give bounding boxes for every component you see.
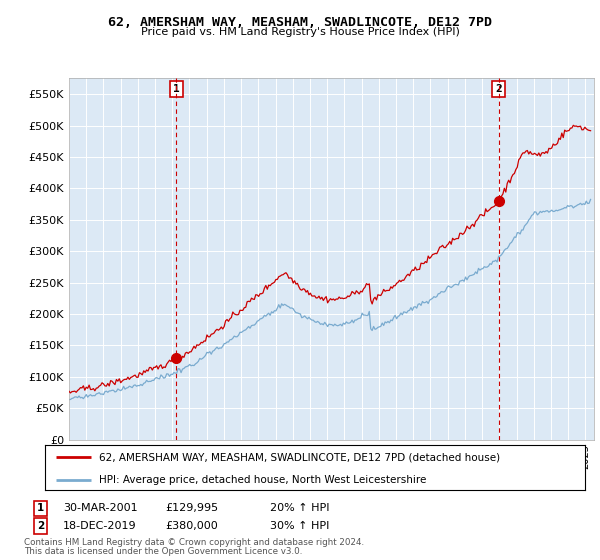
Text: Price paid vs. HM Land Registry's House Price Index (HPI): Price paid vs. HM Land Registry's House … [140,27,460,37]
Text: HPI: Average price, detached house, North West Leicestershire: HPI: Average price, detached house, Nort… [99,475,427,485]
Text: 30-MAR-2001: 30-MAR-2001 [63,503,137,514]
Text: 30% ↑ HPI: 30% ↑ HPI [270,521,329,531]
Text: 1: 1 [173,84,180,94]
Text: £380,000: £380,000 [165,521,218,531]
Text: This data is licensed under the Open Government Licence v3.0.: This data is licensed under the Open Gov… [24,548,302,557]
Text: 62, AMERSHAM WAY, MEASHAM, SWADLINCOTE, DE12 7PD: 62, AMERSHAM WAY, MEASHAM, SWADLINCOTE, … [108,16,492,29]
Text: Contains HM Land Registry data © Crown copyright and database right 2024.: Contains HM Land Registry data © Crown c… [24,539,364,548]
Text: 2: 2 [496,84,502,94]
Text: £129,995: £129,995 [165,503,218,514]
Text: 20% ↑ HPI: 20% ↑ HPI [270,503,329,514]
Text: 18-DEC-2019: 18-DEC-2019 [63,521,137,531]
Text: 62, AMERSHAM WAY, MEASHAM, SWADLINCOTE, DE12 7PD (detached house): 62, AMERSHAM WAY, MEASHAM, SWADLINCOTE, … [99,452,500,463]
Text: 1: 1 [37,503,44,514]
Text: 2: 2 [37,521,44,531]
